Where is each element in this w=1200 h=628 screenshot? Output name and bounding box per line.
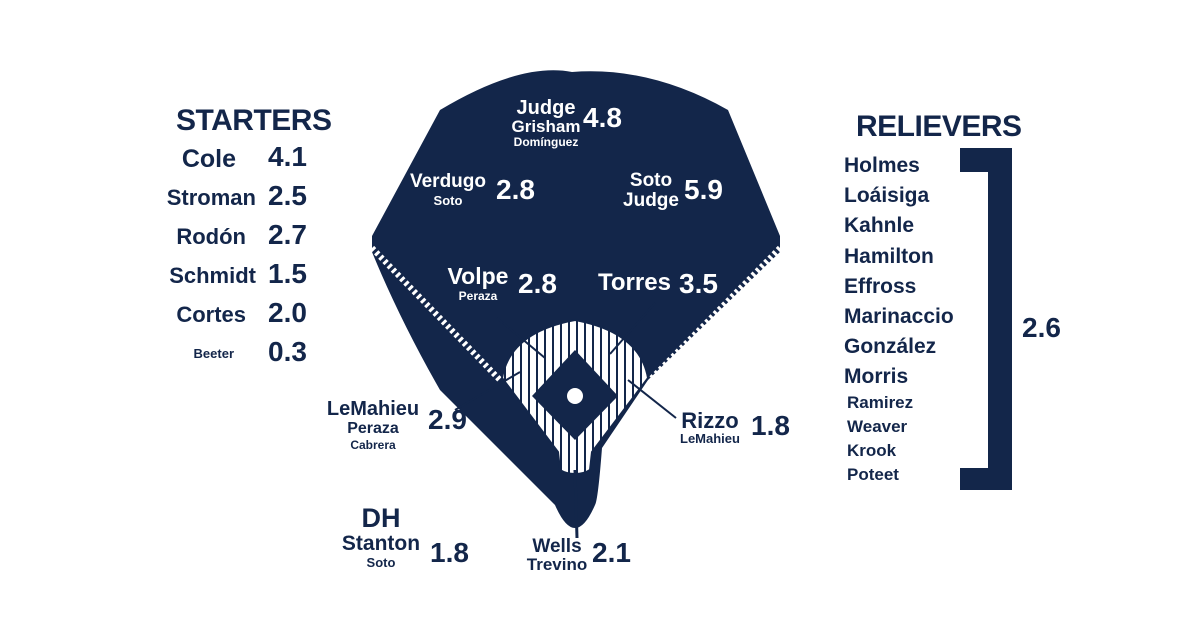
reliever-name: Weaver	[847, 417, 908, 436]
cf-backup1: Grisham	[511, 117, 581, 136]
reliever-name: Holmes	[844, 154, 920, 177]
starter-war: 1.5	[268, 258, 307, 289]
relievers-bracket	[960, 148, 1012, 490]
starter-war: 0.3	[268, 336, 307, 367]
ss-backup1: Peraza	[458, 289, 498, 303]
starter-name: Cortes	[176, 302, 246, 327]
first-base-war: 1.8	[751, 410, 790, 441]
relievers-title: RELIEVERS	[856, 110, 1022, 143]
reliever-name: Effross	[844, 275, 917, 298]
starter-name: Schmidt	[169, 263, 256, 288]
second-base-war: 3.5	[679, 268, 718, 299]
cf-backup2: Domínguez	[513, 135, 579, 149]
rf-backup1: Judge	[623, 190, 679, 211]
dh-title: DH	[361, 503, 401, 533]
third-base-primary: LeMahieu	[326, 398, 420, 420]
third-base-war: 2.9	[428, 404, 467, 435]
lf-primary: Verdugo	[409, 171, 486, 192]
reliever-name: Marinaccio	[844, 305, 954, 328]
starter-war: 2.7	[268, 219, 307, 250]
relievers-war: 2.6	[1022, 312, 1061, 343]
reliever-name: Morris	[844, 365, 909, 388]
reliever-name: Poteet	[847, 465, 899, 484]
catcher-backup1: Trevino	[526, 555, 588, 574]
dh-war: 1.8	[430, 537, 469, 568]
starter-name: Rodón	[176, 224, 246, 249]
starter-name: Stroman	[166, 185, 256, 210]
cf-primary: Judge	[516, 97, 576, 119]
starter-war: 2.0	[268, 297, 307, 328]
catcher-war: 2.1	[592, 537, 631, 568]
pitchers-mound	[567, 388, 583, 404]
ss-primary: Volpe	[447, 263, 509, 289]
outfield	[372, 70, 780, 528]
cf-war: 4.8	[583, 102, 622, 133]
reliever-name: Hamilton	[844, 245, 934, 268]
starter-name: Cole	[181, 145, 236, 173]
first-base-primary: Rizzo	[681, 408, 739, 433]
lf-war: 2.8	[496, 174, 535, 205]
dh-primary: Stanton	[341, 532, 421, 555]
lf-backup1: Soto	[433, 193, 463, 208]
rf-primary: Soto	[629, 170, 673, 191]
reliever-name: Kahnle	[844, 214, 915, 237]
reliever-name: González	[844, 335, 937, 358]
dh-backup1: Soto	[366, 555, 396, 570]
reliever-name: Krook	[847, 441, 897, 460]
catcher-primary: Wells	[532, 536, 582, 557]
reliever-name: Loáisiga	[844, 184, 930, 207]
third-base-backup1: Peraza	[347, 420, 399, 437]
third-base-backup2: Cabrera	[350, 438, 396, 452]
reliever-name: Ramirez	[847, 393, 914, 412]
starters-title: STARTERS	[176, 104, 332, 137]
rf-war: 5.9	[684, 174, 723, 205]
second-base-primary: Torres	[598, 269, 671, 296]
ss-war: 2.8	[518, 268, 557, 299]
starter-war: 2.5	[268, 180, 307, 211]
first-base-backup1: LeMahieu	[680, 431, 740, 446]
starter-name: Beeter	[193, 346, 234, 361]
starter-war: 4.1	[268, 141, 307, 172]
